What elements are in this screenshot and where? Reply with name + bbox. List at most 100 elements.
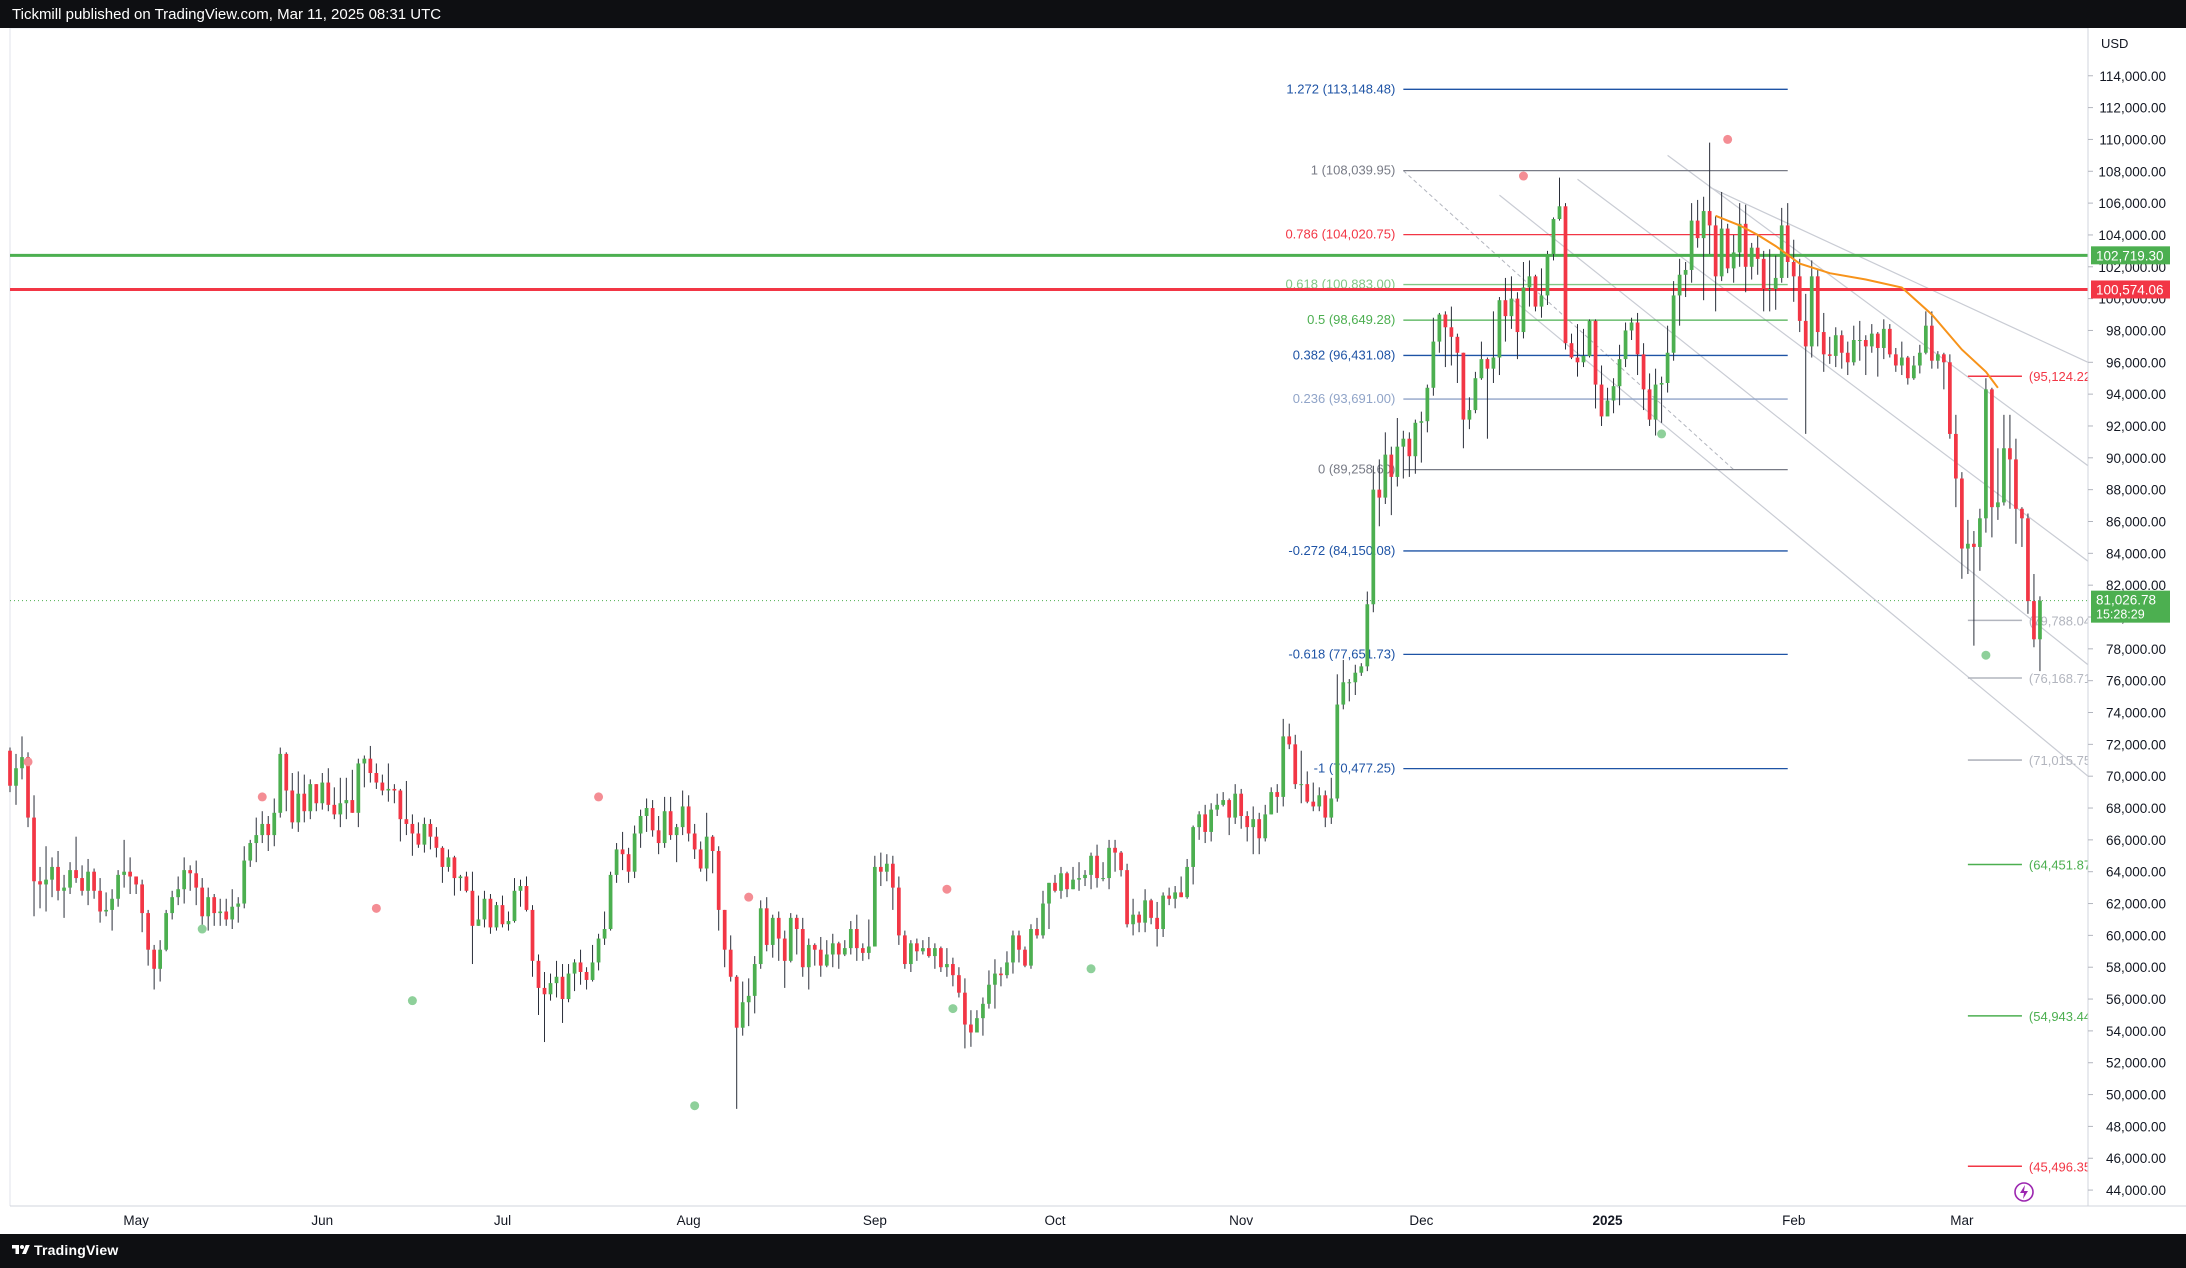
candle-body	[2002, 448, 2006, 503]
candle-body	[1978, 518, 1982, 547]
fib-level-label: 1.272 (113,148.48)	[1286, 81, 1395, 96]
candle	[1563, 203, 1568, 350]
time-axis[interactable]: May Jun Jul Aug Sep Oct Nov Dec 2025 Feb Mar	[0, 1182, 2186, 1234]
candle	[494, 901, 499, 931]
candle-body	[236, 903, 241, 907]
price-tick-label: 48,000.00	[2106, 1119, 2166, 1134]
candle-body	[1557, 206, 1562, 220]
candle-body	[1683, 269, 1688, 275]
candle-body	[1527, 276, 1532, 288]
candle-body	[128, 871, 132, 877]
candle-body	[1749, 247, 1754, 267]
candle	[957, 967, 961, 998]
candle	[969, 1010, 973, 1047]
candle-body	[464, 876, 469, 891]
candle	[1821, 312, 1826, 372]
price-tick-label: 64,000.00	[2106, 865, 2166, 880]
candle	[1047, 882, 1051, 930]
candle	[1245, 811, 1250, 842]
candle	[1029, 924, 1033, 969]
candle-body	[1539, 295, 1544, 307]
candle-body	[578, 962, 583, 972]
candle	[1996, 448, 2000, 520]
candle-body	[830, 943, 835, 955]
candle	[98, 878, 102, 923]
candle-body	[14, 768, 18, 786]
candle-body	[842, 948, 847, 955]
candle	[1143, 889, 1147, 933]
candle-body	[1497, 300, 1502, 358]
candle	[999, 967, 1003, 987]
candle	[812, 943, 817, 966]
price-tick-label: 58,000.00	[2106, 960, 2166, 975]
candle	[1467, 397, 1472, 430]
candle	[296, 771, 301, 832]
candle	[1960, 472, 1964, 579]
candle	[1311, 782, 1316, 812]
price-tick-label: 82,000.00	[2106, 578, 2166, 593]
candle	[470, 871, 475, 965]
lightning-icon-bolt	[2020, 1185, 2028, 1199]
candle	[2026, 513, 2030, 614]
candle	[308, 779, 313, 820]
candle	[1401, 430, 1406, 479]
candle	[1155, 901, 1159, 947]
candle-body	[272, 812, 277, 836]
candle-body	[1899, 357, 1904, 366]
candle-body	[20, 757, 24, 769]
candle	[1539, 268, 1544, 318]
candle-body	[2038, 600, 2042, 640]
candle-body	[1089, 855, 1093, 875]
candle	[1473, 371, 1478, 414]
candle	[8, 747, 12, 793]
candle	[1317, 787, 1322, 812]
candle-body	[482, 898, 487, 920]
candle	[1683, 262, 1688, 298]
fib-level-label: 0.618 (100,883.00)	[1285, 277, 1395, 292]
candle	[86, 858, 90, 906]
candle-body	[776, 917, 781, 939]
candle-body	[1923, 325, 1928, 353]
price-tick-label: 112,000.00	[2099, 101, 2166, 116]
candle	[1899, 341, 1904, 376]
candle	[1701, 196, 1706, 301]
candle-body	[296, 793, 301, 823]
candle	[482, 890, 487, 928]
candle-body	[872, 866, 877, 947]
candle-body	[878, 866, 883, 872]
candle	[500, 895, 505, 928]
candle	[344, 777, 349, 820]
horizontal-levels[interactable]	[10, 253, 2088, 291]
candle-body	[554, 976, 559, 984]
candle	[1167, 887, 1171, 906]
candle	[2032, 574, 2036, 648]
candle	[1984, 378, 1988, 533]
target-levels[interactable]: (95,124.22 (79,788.04 (76,168.71 (71,015.75…	[1967, 369, 2091, 1174]
pivot-high-dot	[257, 792, 267, 802]
candle	[80, 865, 84, 896]
candle	[260, 811, 265, 844]
lightning-icon[interactable]	[2014, 1182, 2034, 1202]
candle-body	[1809, 276, 1814, 347]
candle	[428, 819, 433, 850]
candle	[951, 957, 955, 987]
candle-body	[26, 757, 30, 818]
candle-body	[1641, 354, 1646, 390]
candle	[1623, 322, 1628, 368]
candle	[1749, 242, 1754, 280]
candle-body	[1773, 277, 1778, 290]
candle-body	[1299, 784, 1304, 786]
candle-body	[614, 849, 619, 875]
price-chart[interactable]: 1.272 (113,148.48) 1 (108,039.95) 0.786 (1…	[0, 28, 2186, 1234]
candle-body	[290, 790, 295, 823]
candle	[1431, 317, 1436, 396]
price-tick-label: 94,000.00	[2106, 387, 2166, 402]
candle	[458, 874, 463, 891]
candle	[278, 747, 283, 818]
candle	[302, 774, 307, 823]
candle-body	[1797, 276, 1802, 321]
fib-retracement-tool[interactable]: 1.272 (113,148.48) 1 (108,039.95) 0.786 (1…	[1285, 81, 1788, 776]
pivot-high-dot	[594, 792, 604, 802]
candle-body	[1119, 852, 1123, 871]
candle	[206, 887, 211, 931]
